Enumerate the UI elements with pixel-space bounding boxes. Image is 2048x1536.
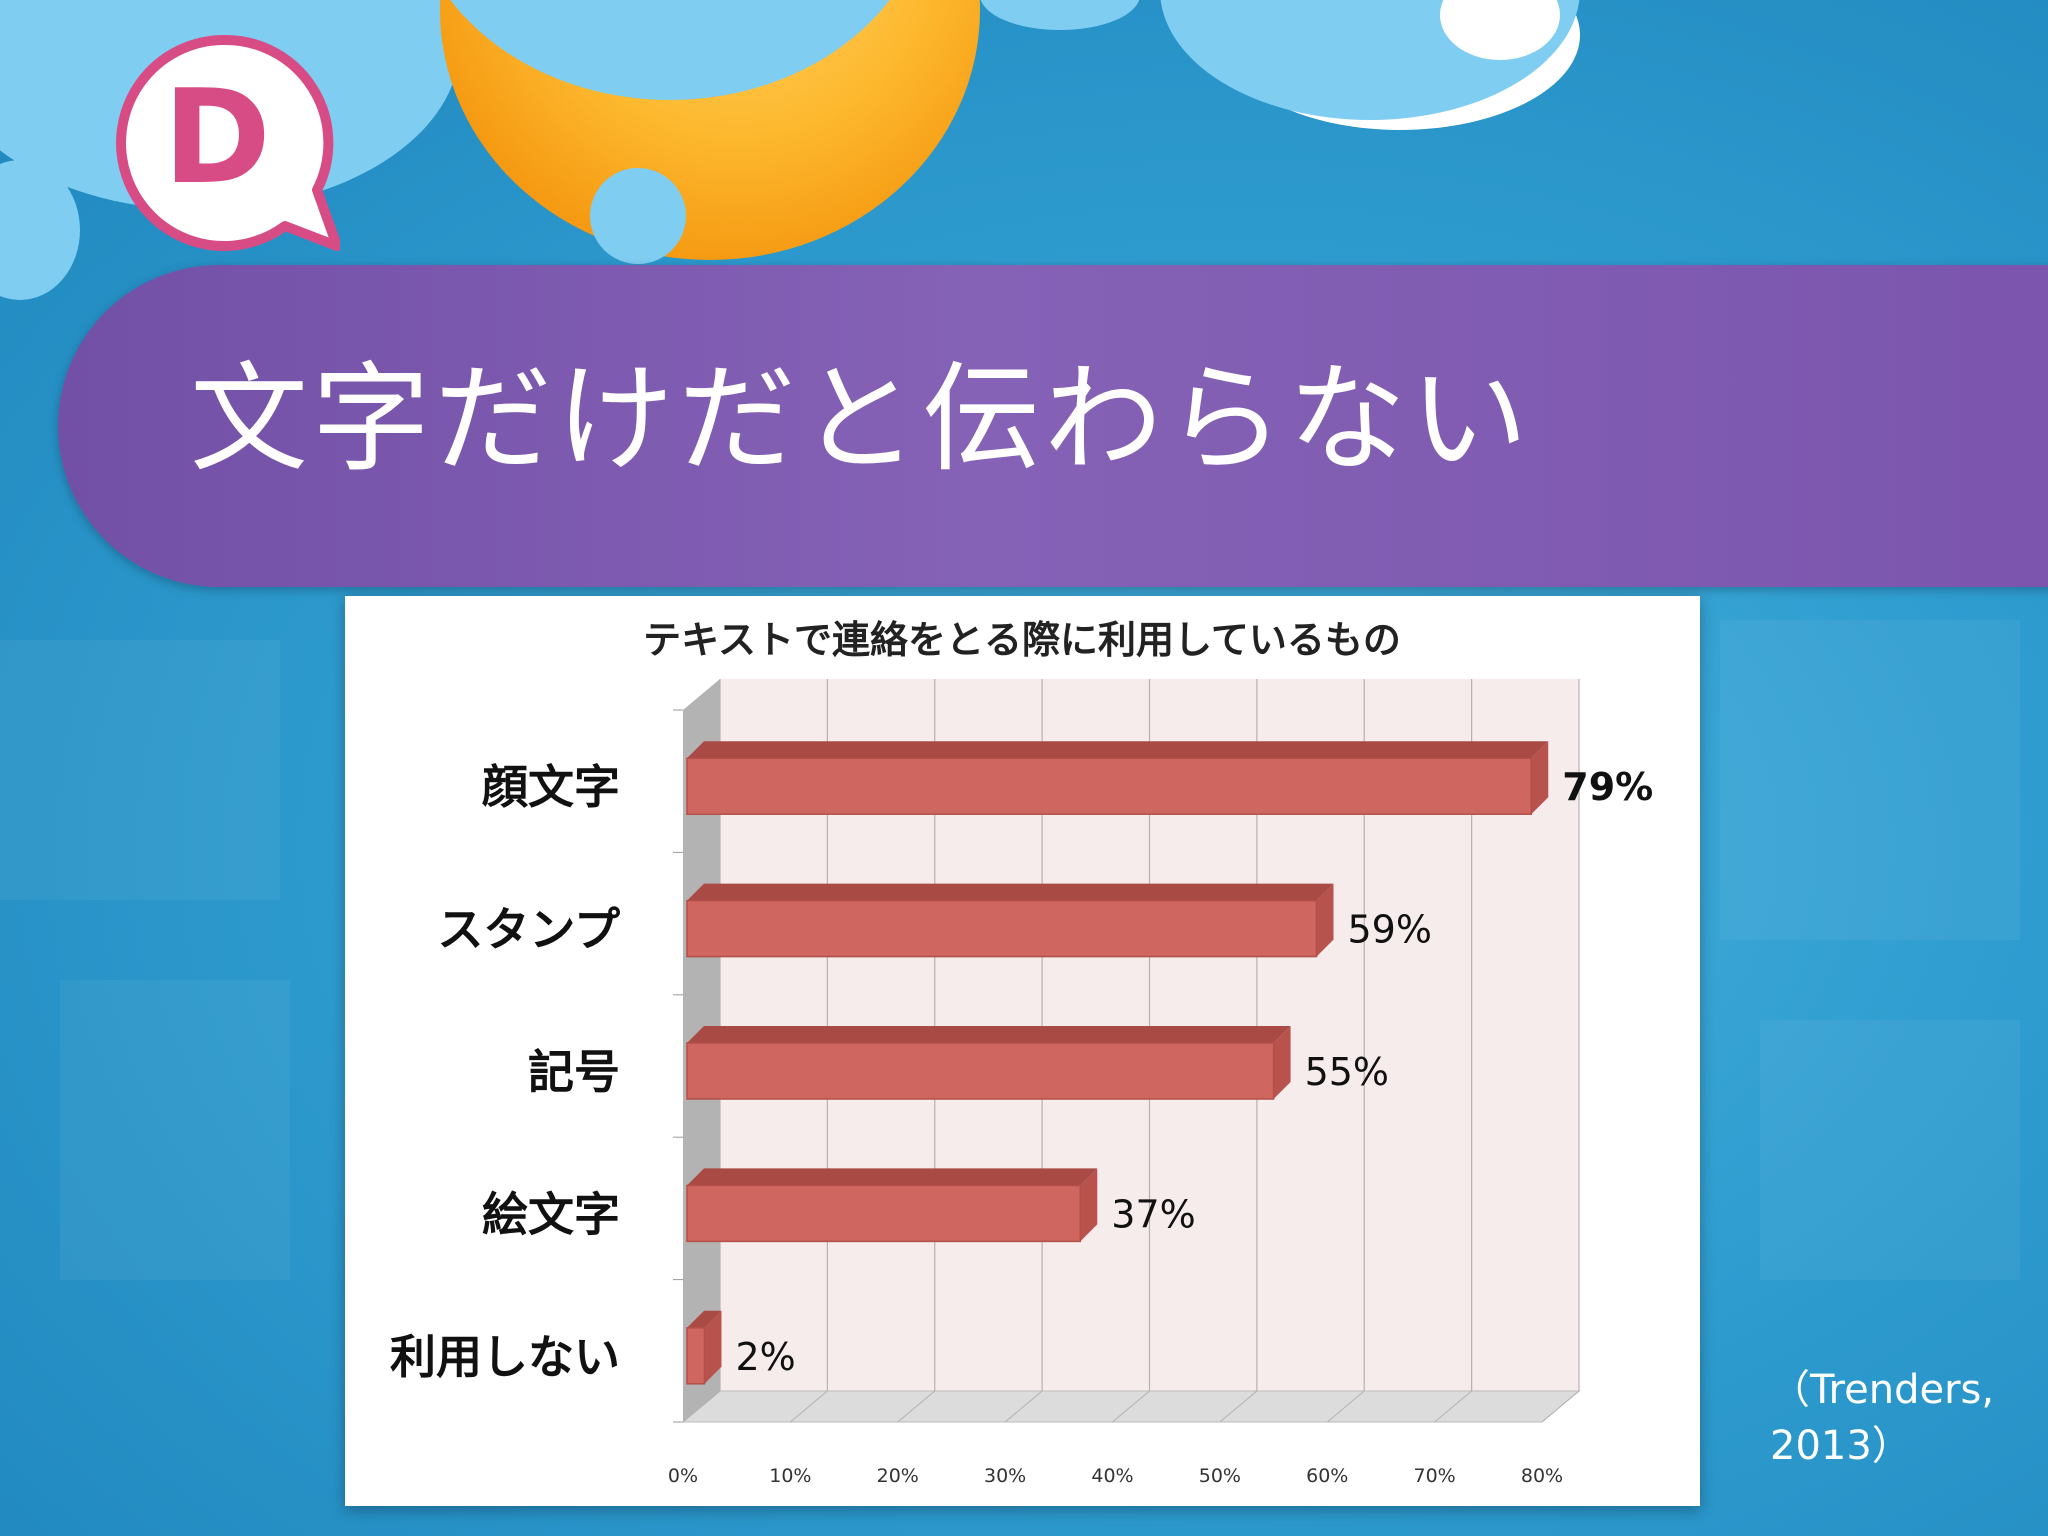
bar-side <box>704 1310 722 1384</box>
bar-value-label: 55% <box>1305 1050 1389 1094</box>
cloud-shape <box>590 168 686 264</box>
bar-side <box>1531 741 1549 815</box>
bar <box>686 1042 1275 1100</box>
citation-line: （Trenders, <box>1770 1367 1995 1413</box>
bar-top <box>687 1168 1098 1186</box>
gridline-floor <box>897 1390 936 1423</box>
bar-value-label: 37% <box>1111 1192 1195 1236</box>
bar-top <box>687 883 1334 901</box>
badge-letter: D <box>163 61 271 213</box>
x-tick-label: 70% <box>1414 1465 1456 1487</box>
x-tick-label: 10% <box>769 1465 811 1487</box>
gridline-floor <box>682 1390 721 1423</box>
bar-side <box>1316 883 1334 957</box>
bar-value-label: 2% <box>735 1335 795 1379</box>
bar <box>686 757 1533 815</box>
chart-title: テキストで連絡をとる際に利用しているもの <box>643 618 1401 662</box>
bar-top <box>687 741 1549 759</box>
bar <box>686 1184 1082 1243</box>
bar-value-label: 59% <box>1348 908 1432 952</box>
bar-top <box>687 1026 1291 1043</box>
category-label: スタンプ <box>437 903 620 957</box>
bar <box>686 1327 706 1385</box>
x-tick-label: 60% <box>1306 1465 1348 1487</box>
x-tick-label: 30% <box>984 1465 1026 1487</box>
x-tick-label: 40% <box>1091 1465 1133 1487</box>
category-label: 利用しない <box>390 1330 620 1384</box>
gridline-floor <box>1326 1390 1365 1423</box>
speech-bubble-icon: D <box>116 34 340 251</box>
bar-side <box>1080 1168 1098 1242</box>
gridline-floor <box>1434 1390 1472 1423</box>
x-tick-label: 20% <box>877 1465 919 1487</box>
bar-side <box>1273 1026 1291 1099</box>
gridline-floor <box>1112 1390 1150 1423</box>
cloud-shape <box>980 0 1140 30</box>
bar <box>686 899 1318 958</box>
citation-line: 2013） <box>1770 1423 1912 1469</box>
title-banner <box>58 265 2048 587</box>
gridline-floor <box>1004 1390 1043 1423</box>
page-title: 文字だけだと伝わらない <box>190 350 1533 488</box>
bar-top <box>687 1310 722 1328</box>
gridline-floor <box>1219 1390 1258 1423</box>
chart-panel: テキストで連絡をとる際に利用しているもの 0% 10% 20% 30% 40% 50% 60%… <box>345 596 1700 1506</box>
gridline-floor <box>1541 1390 1580 1423</box>
category-label: 顔文字 <box>482 760 620 814</box>
x-tick-label: 0% <box>668 1465 698 1487</box>
bar-chart: テキストで連絡をとる際に利用しているもの 0% 10% 20% 30% 40% 50% 60%… <box>390 618 1653 1487</box>
bar-value-label: 79% <box>1562 765 1653 809</box>
category-label: 記号 <box>528 1045 620 1099</box>
x-tick-label: 50% <box>1199 1465 1241 1487</box>
category-label: 絵文字 <box>482 1187 620 1241</box>
citation: （Trenders, 2013） <box>1770 1362 1994 1474</box>
gridline-floor <box>790 1390 828 1423</box>
x-tick-label: 80% <box>1521 1465 1563 1487</box>
